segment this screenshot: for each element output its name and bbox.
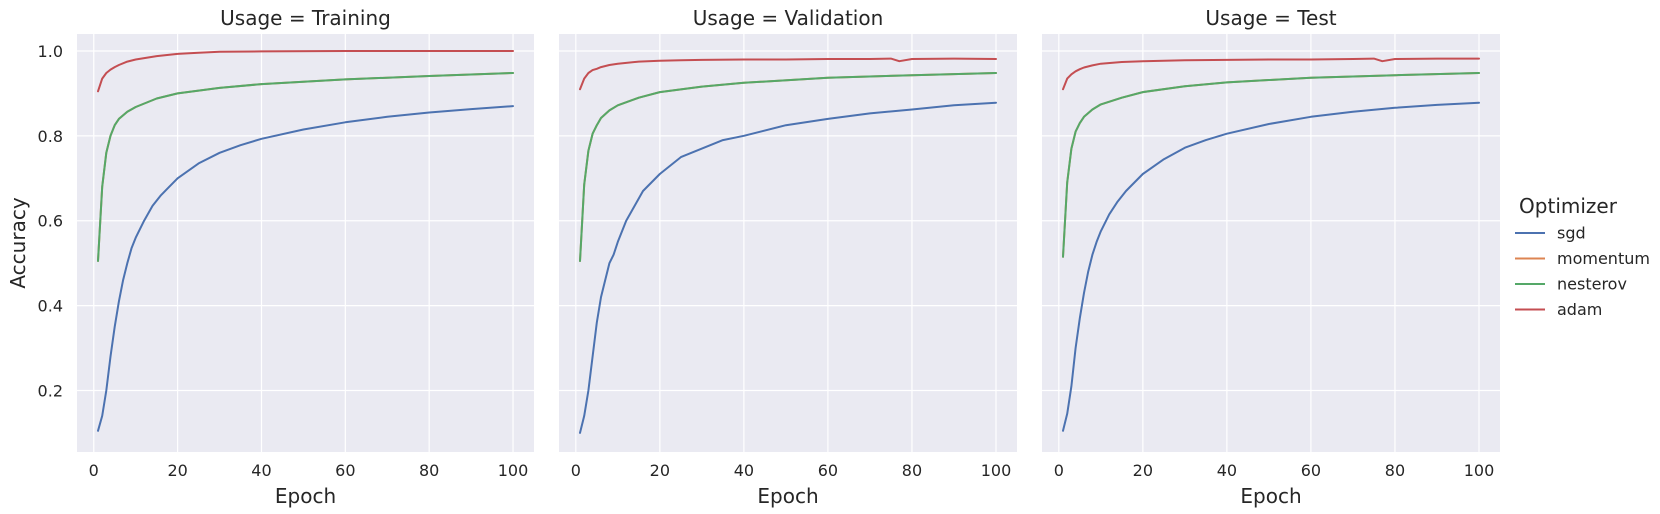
x-tick-label: 0 xyxy=(89,461,99,480)
x-tick-label: 80 xyxy=(419,461,439,480)
series-line-sgd xyxy=(1062,101,1480,432)
x-tick-label: 80 xyxy=(902,461,922,480)
series-line-adam xyxy=(97,50,514,93)
x-tick-label: 100 xyxy=(1464,461,1495,480)
x-tick-label: 0 xyxy=(571,461,581,480)
x-tick-label: 60 xyxy=(1301,461,1321,480)
x-tick-label: 80 xyxy=(1385,461,1405,480)
x-tick-label: 0 xyxy=(1054,461,1064,480)
series-line-nesterov xyxy=(1062,72,1480,258)
panel-3: 0 20 40 60 80 100 Epoch Usage = Test xyxy=(1042,6,1500,508)
series-line-nesterov xyxy=(97,72,514,262)
x-axis-label: Epoch xyxy=(757,484,818,508)
panel-background xyxy=(77,34,534,452)
x-tick-label: 60 xyxy=(335,461,355,480)
series-line-sgd xyxy=(579,101,997,434)
panel-2: 0 20 40 60 80 100 Epoch Usage = Validation xyxy=(559,6,1017,508)
y-tick-label: 0.8 xyxy=(38,127,63,146)
x-tick-label: 40 xyxy=(1217,461,1237,480)
panel-title: Usage = Training xyxy=(220,6,391,30)
legend-title: Optimizer xyxy=(1519,194,1618,218)
legend-label-momentum: momentum xyxy=(1557,249,1650,268)
legend: Optimizer sgd momentum nesterov adam xyxy=(1515,194,1650,319)
series-line-adam xyxy=(579,57,997,91)
series-line-sgd xyxy=(97,105,514,432)
x-tick-label: 60 xyxy=(818,461,838,480)
y-tick-label: 0.4 xyxy=(38,297,63,316)
legend-label-sgd: sgd xyxy=(1557,224,1586,243)
x-tick-label: 20 xyxy=(650,461,670,480)
legend-label-nesterov: nesterov xyxy=(1557,275,1627,294)
y-tick-label: 0.2 xyxy=(38,381,63,400)
x-tick-label: 100 xyxy=(498,461,529,480)
x-tick-label: 20 xyxy=(1133,461,1153,480)
x-tick-label: 40 xyxy=(734,461,754,480)
panel-background xyxy=(1042,34,1500,452)
x-tick-label: 20 xyxy=(167,461,187,480)
series-line-adam xyxy=(1062,57,1480,91)
x-tick-label: 100 xyxy=(981,461,1012,480)
series-line-nesterov xyxy=(579,72,997,262)
panel-title: Usage = Test xyxy=(1205,6,1336,30)
x-axis-label: Epoch xyxy=(1240,484,1301,508)
x-axis-label: Epoch xyxy=(275,484,336,508)
y-axis-label: Accuracy xyxy=(6,197,30,288)
legend-label-adam: adam xyxy=(1557,300,1602,319)
y-tick-label: 1.0 xyxy=(38,42,63,61)
panel-background xyxy=(559,34,1017,452)
y-tick-label: 0.6 xyxy=(38,212,63,231)
panel-1: 0 20 40 60 80 100 0.2 0.4 0.6 0.8 1.0 Accuracy Epoch… xyxy=(6,6,534,508)
x-tick-label: 40 xyxy=(251,461,271,480)
panel-title: Usage = Validation xyxy=(693,6,884,30)
